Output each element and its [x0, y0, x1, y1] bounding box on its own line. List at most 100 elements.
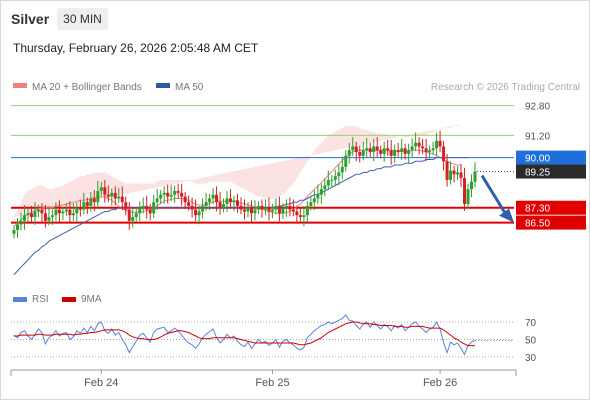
candle-body [344, 155, 348, 167]
candle-body [393, 150, 397, 156]
candle-body [379, 150, 383, 154]
candle-body [54, 209, 58, 216]
candle-body [326, 179, 330, 186]
candle-body [435, 140, 439, 149]
candle-body [302, 215, 306, 218]
candle-body [36, 209, 40, 212]
candle-body [337, 172, 341, 177]
candle-body [438, 140, 442, 147]
projection-arrow-head [499, 208, 514, 223]
level-label-90.00: 90.00 [525, 154, 550, 165]
rsi-tick-70: 70 [525, 318, 537, 329]
ma50-legend-swatch [156, 83, 170, 88]
candle-body [305, 205, 309, 216]
candle-body [260, 205, 264, 210]
candle-body [43, 213, 47, 221]
candle-body [183, 196, 187, 203]
candle-body [288, 205, 292, 210]
candle-body [319, 189, 323, 195]
candle-body [424, 148, 428, 153]
candle-body [208, 198, 212, 203]
candle-body [333, 176, 337, 180]
candle-body [291, 209, 295, 212]
chart-header: Silver 30 MIN [11, 8, 108, 30]
candle-body [295, 211, 299, 216]
candle-body [428, 150, 432, 153]
candle-body [389, 150, 393, 156]
candle-body [274, 205, 278, 210]
candle-body [197, 211, 201, 216]
candle-body [354, 146, 358, 153]
candle-body [386, 148, 390, 151]
x-tick-label: Feb 24 [84, 377, 118, 389]
ma20-legend-swatch [13, 83, 27, 88]
candle-body [249, 207, 253, 214]
x-tick-label: Feb 26 [423, 377, 457, 389]
candle-body [99, 187, 103, 192]
candle-body [347, 150, 351, 156]
candle-body [267, 207, 271, 212]
candle-body [323, 185, 327, 190]
candle-body [162, 192, 166, 195]
level-label-bg [516, 215, 586, 230]
candle-body [232, 200, 236, 203]
candle-body [215, 194, 219, 203]
candle-body [96, 191, 100, 203]
main-plot-area: 92.80 91.20 90.00 89.25 87.30 86.50 [11, 102, 586, 275]
candle-body [78, 207, 82, 210]
candle-body [152, 202, 156, 214]
candle-body [414, 142, 418, 147]
candle-body [312, 198, 316, 203]
candle-body [92, 198, 96, 203]
candle-body [61, 211, 65, 214]
candle-body [309, 202, 313, 206]
candle-body [270, 209, 274, 212]
candle-body [173, 191, 177, 195]
candle-body [103, 187, 107, 195]
candle-body [340, 166, 344, 173]
candle-body [15, 224, 19, 231]
ma50-legend-label: MA 50 [175, 82, 204, 93]
candle-body [26, 213, 30, 216]
candle-body [176, 191, 180, 193]
candle-body [400, 148, 404, 153]
candle-body [201, 205, 205, 212]
candle-body [180, 192, 184, 197]
rsi-legend-label: RSI [32, 294, 49, 305]
candle-body [47, 217, 51, 221]
candle-body [222, 204, 226, 208]
candle-body [141, 205, 145, 208]
rsi-ma-legend-label: 9MA [81, 294, 102, 305]
candle-body [368, 148, 372, 153]
candle-body [358, 152, 362, 156]
candle-body [187, 202, 191, 206]
candle-body [396, 150, 400, 153]
projection-arrow-shaft [480, 174, 508, 216]
candle-body [372, 146, 376, 153]
candle-body [316, 194, 320, 199]
candle-body [159, 194, 163, 199]
candle-body [29, 213, 33, 218]
candle-body [470, 181, 474, 190]
interval-button[interactable]: 30 MIN [57, 8, 108, 30]
candles [12, 130, 477, 239]
candle-body [351, 146, 355, 151]
candle-body [218, 202, 222, 208]
candle-body [113, 192, 117, 199]
candle-body [452, 170, 456, 175]
candle-body [256, 205, 260, 210]
candle-body [89, 198, 93, 206]
candle-body [246, 207, 250, 212]
candle-body [127, 209, 131, 221]
candle-body [277, 205, 281, 214]
rsi-ma-line [14, 321, 475, 347]
candle-body [459, 172, 463, 179]
candle-body [194, 209, 198, 216]
candle-body [382, 148, 386, 154]
candle-body [473, 171, 477, 182]
candle-body [456, 172, 460, 175]
candle-body [211, 194, 215, 199]
candle-body [166, 192, 170, 197]
candle-body [131, 217, 135, 221]
